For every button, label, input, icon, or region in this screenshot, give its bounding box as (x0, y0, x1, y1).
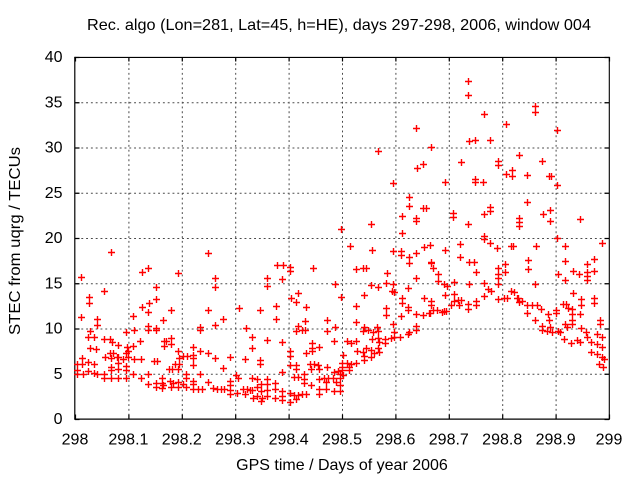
svg-text:35: 35 (45, 94, 63, 111)
svg-text:298.9: 298.9 (536, 431, 576, 448)
svg-text:30: 30 (45, 140, 63, 157)
svg-text:298.8: 298.8 (482, 431, 522, 448)
svg-text:STEC from uqrg / TECUs: STEC from uqrg / TECUs (7, 147, 24, 335)
svg-text:Rec. algo (Lon=281, Lat=45, h=: Rec. algo (Lon=281, Lat=45, h=HE), days … (87, 17, 591, 34)
svg-text:0: 0 (54, 411, 63, 428)
svg-text:20: 20 (45, 230, 63, 247)
svg-text:10: 10 (45, 321, 63, 338)
svg-text:298: 298 (62, 431, 89, 448)
svg-text:298.4: 298.4 (269, 431, 309, 448)
svg-text:15: 15 (45, 275, 63, 292)
svg-text:298.2: 298.2 (162, 431, 202, 448)
svg-text:298.3: 298.3 (215, 431, 255, 448)
svg-text:299: 299 (596, 431, 623, 448)
svg-text:298.5: 298.5 (322, 431, 362, 448)
svg-text:298.1: 298.1 (108, 431, 148, 448)
svg-text:5: 5 (54, 366, 63, 383)
svg-text:298.7: 298.7 (429, 431, 469, 448)
svg-text:40: 40 (45, 49, 63, 66)
svg-text:25: 25 (45, 185, 63, 202)
svg-text:298.6: 298.6 (375, 431, 415, 448)
svg-text:GPS time / Days of year 2006: GPS time / Days of year 2006 (236, 457, 448, 474)
